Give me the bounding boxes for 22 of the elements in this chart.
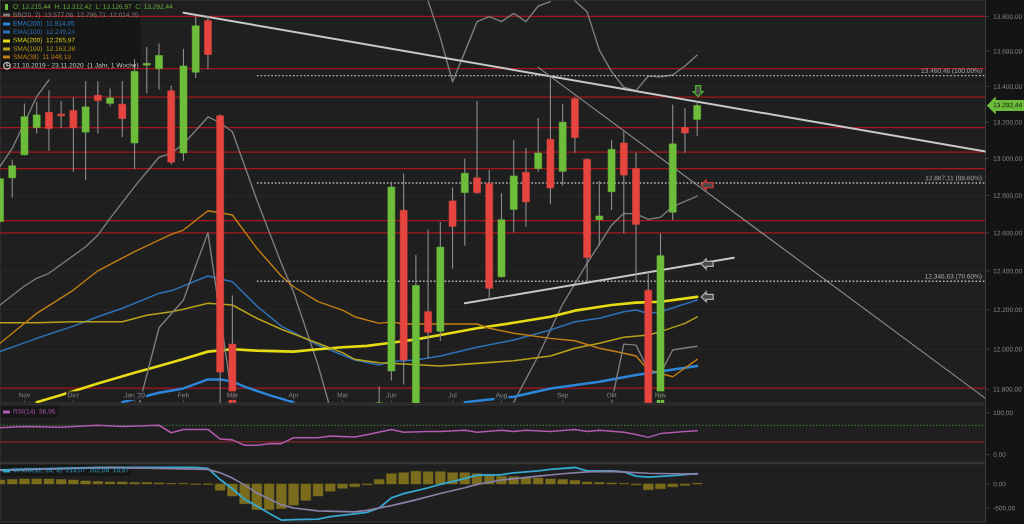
candlestick — [118, 81, 127, 138]
candlestick — [106, 88, 114, 107]
line-series — [0, 210, 698, 378]
candlestick — [69, 97, 78, 172]
candlestick — [595, 180, 604, 246]
candlestick — [461, 158, 469, 246]
line-series — [0, 424, 698, 447]
candlestick — [32, 101, 41, 134]
candlestick — [473, 100, 481, 195]
candlestick — [94, 81, 102, 134]
candlestick — [534, 117, 542, 172]
candlestick — [45, 90, 53, 151]
line-series — [0, 302, 698, 367]
candlestick — [375, 386, 383, 404]
candlestick — [693, 101, 701, 136]
candlestick — [155, 43, 163, 90]
line-series — [0, 275, 698, 366]
candlestick — [57, 100, 65, 129]
candlestick — [143, 47, 151, 94]
candlestick — [8, 159, 17, 198]
candlestick — [681, 108, 689, 153]
candlestick — [424, 229, 432, 359]
